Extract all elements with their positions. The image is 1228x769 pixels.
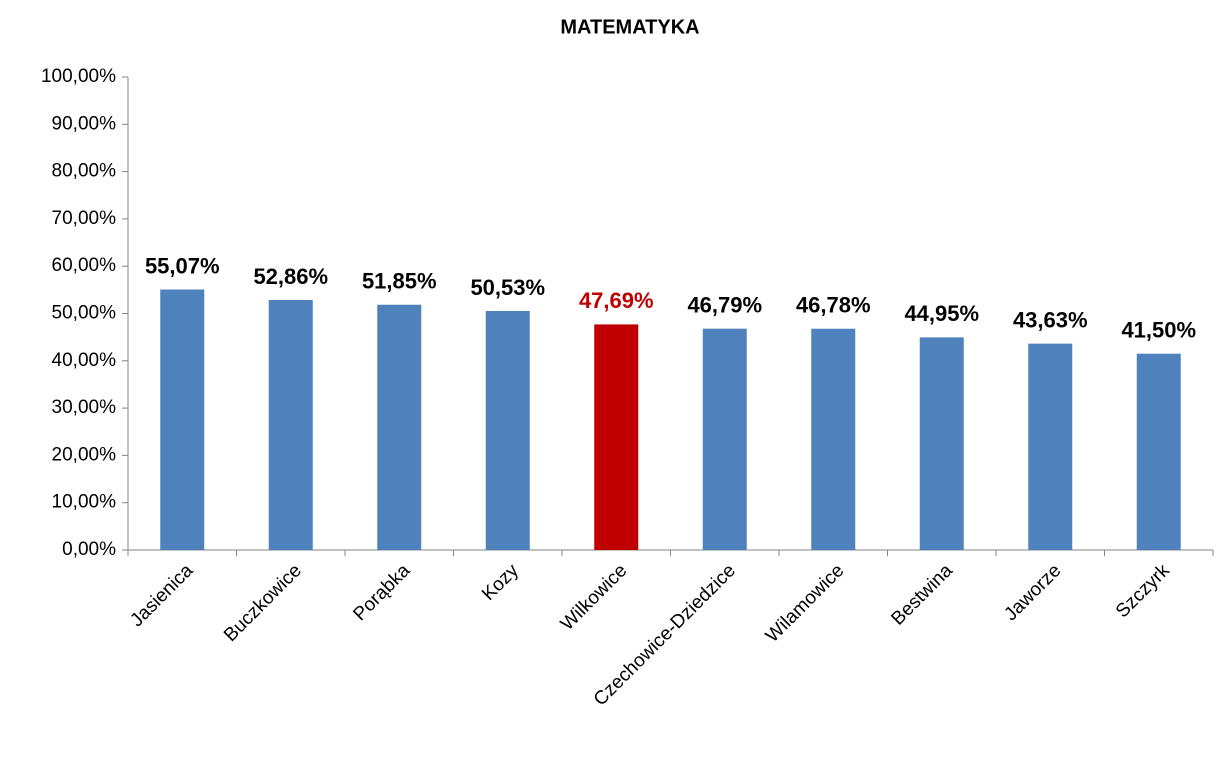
y-tick-label: 10,00% [52,492,117,513]
y-tick-label: 60,00% [52,255,117,276]
value-label: 51,85% [362,269,437,294]
value-label: 47,69% [579,288,654,313]
bar [1136,353,1181,550]
x-tick-label: Bestwina [887,560,957,630]
y-tick-label: 70,00% [52,208,117,229]
value-label: 55,07% [145,253,220,278]
y-tick-label: 50,00% [52,303,117,324]
bar [919,337,964,550]
chart-title: MATEMATYKA [560,16,699,38]
x-tick-label: Wilkowice [557,560,632,635]
x-tick-label: Kozy [478,560,523,605]
value-label: 52,86% [253,264,328,289]
bar [268,299,313,550]
value-label: 46,78% [796,293,871,318]
value-label: 50,53% [470,275,545,300]
y-tick-label: 80,00% [52,161,117,182]
bar [485,310,530,550]
y-tick-label: 0,00% [62,539,116,560]
bar [594,324,639,550]
bar [160,289,205,550]
bar [377,304,422,550]
value-label: 44,95% [904,301,979,326]
x-tick-label: Porąbka [349,560,414,625]
value-label: 46,79% [687,292,762,317]
x-tick-label: Szczyrk [1112,560,1174,622]
bar [811,328,856,550]
value-label: 41,50% [1121,318,1196,343]
x-tick-label: Jaworze [1000,560,1065,625]
bar [702,328,747,550]
bar [1028,343,1073,550]
y-tick-label: 20,00% [52,444,117,465]
y-tick-label: 30,00% [52,397,117,418]
y-tick-label: 40,00% [52,350,117,371]
y-tick-label: 90,00% [52,113,117,134]
x-tick-label: Jasienica [126,560,197,631]
x-tick-label: Wilamowice [762,560,849,647]
value-label: 43,63% [1013,307,1088,332]
y-tick-label: 100,00% [41,66,116,87]
x-tick-label: Buczkowice [220,560,306,646]
